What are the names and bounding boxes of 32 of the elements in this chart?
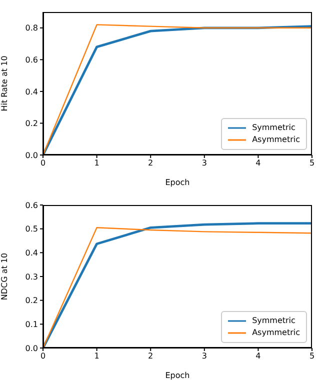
y-tick-label: 0.4 [25,248,38,258]
legend-label: Asymmetric [252,134,300,146]
x-tick-label: 3 [202,158,207,168]
legend-label: Symmetric [252,122,296,134]
x-tick-label: 5 [309,158,315,168]
y-axis-title: NDCG at 10 [0,252,9,300]
y-tick-label: 0.2 [25,296,38,306]
x-axis-title: Epoch [165,178,190,187]
y-tick-label: 0.3 [25,272,38,282]
x-tick-label: 2 [148,158,154,168]
y-tick-label: 0.6 [25,200,38,210]
y-tick-label: 0.0 [25,344,38,353]
y-tick-label: 0.4 [25,87,38,96]
y-tick-label: 0.1 [25,320,38,330]
y-tick-label: 0.5 [25,224,38,234]
x-tick-label: 2 [148,352,154,361]
x-tick-label: 3 [202,352,207,361]
legend-label: Asymmetric [252,327,300,339]
x-axis-title: Epoch [165,371,190,380]
y-axis-title: Hit Rate at 10 [0,56,9,112]
x-tick-label: 4 [256,158,261,168]
y-tick-label: 0.8 [25,24,38,33]
x-tick-label: 0 [40,158,46,168]
legend-label: Symmetric [252,315,296,327]
y-tick-label: 0.0 [25,150,38,160]
x-tick-label: 0 [40,352,46,361]
y-tick-label: 0.6 [25,56,38,65]
x-tick-label: 1 [94,158,100,168]
x-tick-label: 4 [256,352,261,361]
y-tick-label: 0.2 [25,119,38,128]
x-tick-label: 5 [309,352,315,361]
x-tick-label: 1 [94,352,100,361]
